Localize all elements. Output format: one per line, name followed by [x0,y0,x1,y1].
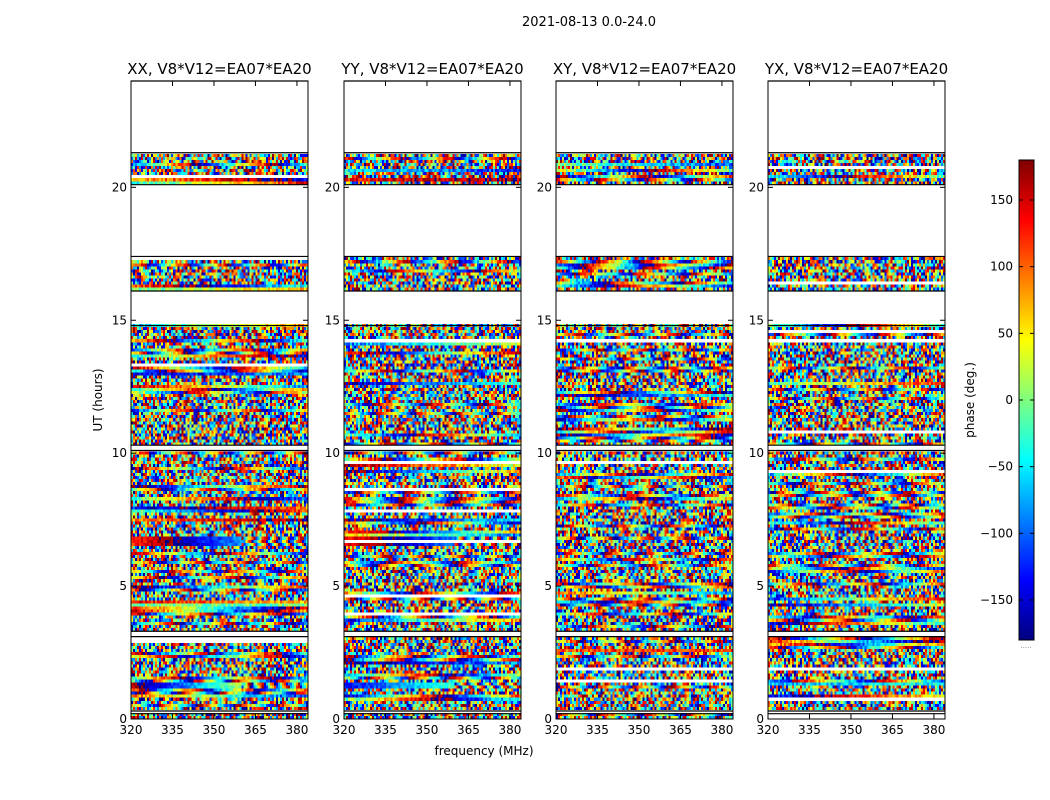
colorbar-tick-label: 150 [990,193,1013,207]
x-tick-label: 350 [203,723,226,737]
panel-title: XY, V8*V12=EA07*EA20 [553,60,736,78]
y-tick-label: 0 [756,712,764,726]
panel-2: XY, V8*V12=EA07*EA20 320 335 350 365 380 0 5 10 1… [537,60,736,737]
x-tick-label: 320 [757,723,780,737]
y-tick-label: 15 [325,313,340,327]
x-tick-label: 335 [374,723,397,737]
y-tick-label: 0 [119,712,127,726]
x-tick-label: 335 [586,723,609,737]
colorbar-label: phase (deg.) [963,362,977,438]
colorbar-tick-label: 0 [1005,393,1013,407]
panel-title: YX, V8*V12=EA07*EA20 [764,60,948,78]
x-tick-label: 365 [457,723,480,737]
y-tick-label: 15 [537,313,552,327]
x-axis-label: frequency (MHz) [434,744,533,758]
y-tick-label: 10 [325,446,340,460]
y-tick-label: 15 [749,313,764,327]
colorbar-tick-label: 100 [990,260,1013,274]
x-tick-label: 350 [840,723,863,737]
x-tick-label: 365 [669,723,692,737]
y-tick-label: 0 [544,712,552,726]
panel-1: YY, V8*V12=EA07*EA20 320 335 350 365 380 0 5 10 1… [325,60,524,737]
y-axis-label: UT (hours) [91,368,105,431]
x-tick-label: 335 [798,723,821,737]
colorbar-tick-label: −100 [980,526,1013,540]
colorbar: −150 −100 −50 0 50 100 150 [980,159,1035,641]
panel-0: XX, V8*V12=EA07*EA20 320 335 350 365 380 0 5 10 1… [112,60,312,737]
phase-heatmap [344,81,521,719]
y-tick-label: 5 [756,579,764,593]
y-tick-label: 10 [537,446,552,460]
y-tick-label: 5 [544,579,552,593]
x-tick-label: 320 [120,723,143,737]
x-tick-label: 380 [710,723,733,737]
phase-heatmap [556,81,733,719]
x-tick-label: 380 [498,723,521,737]
y-tick-label: 5 [332,579,340,593]
figure-suptitle: 2021-08-13 0.0-24.0 [522,15,656,30]
panel-title: YY, V8*V12=EA07*EA20 [340,60,523,78]
x-tick-label: 320 [333,723,356,737]
y-tick-label: 15 [112,313,127,327]
phase-heatmap [131,81,308,719]
y-tick-label: 20 [325,180,340,194]
y-tick-label: 20 [112,180,127,194]
y-tick-label: 20 [749,180,764,194]
panel-frame [130,80,309,720]
panel-frame [767,80,946,720]
x-tick-label: 350 [628,723,651,737]
panels: XX, V8*V12=EA07*EA20 320 335 350 365 380 0 5 10 1… [112,60,948,737]
x-tick-label: 350 [416,723,439,737]
colorbar-tick-label: −150 [980,593,1013,607]
y-tick-label: 10 [112,446,127,460]
panel-frame [555,80,734,720]
y-tick-label: 5 [119,579,127,593]
x-tick-label: 335 [161,723,184,737]
x-tick-label: 380 [922,723,945,737]
y-tick-label: 10 [749,446,764,460]
panel-3: YX, V8*V12=EA07*EA20 320 335 350 365 380 0 5 10 1… [749,60,948,737]
x-tick-label: 365 [244,723,267,737]
panel-title: XX, V8*V12=EA07*EA20 [127,60,311,78]
y-tick-label: 0 [332,712,340,726]
colorbar-footer: ..... [1020,642,1031,650]
colorbar-tick-label: −50 [988,460,1013,474]
phase-heatmap [768,81,945,719]
x-tick-label: 365 [881,723,904,737]
x-tick-label: 380 [285,723,308,737]
panel-frame [343,80,522,720]
x-tick-label: 320 [545,723,568,737]
colorbar-tick-label: 50 [998,326,1013,340]
y-tick-label: 20 [537,180,552,194]
